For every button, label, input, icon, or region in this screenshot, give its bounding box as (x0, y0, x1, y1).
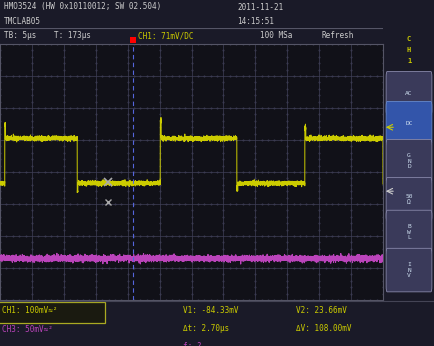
Text: 1: 1 (406, 58, 410, 64)
FancyBboxPatch shape (385, 72, 431, 115)
Text: DC: DC (404, 121, 412, 126)
Text: f: ?: f: ? (182, 342, 201, 346)
FancyBboxPatch shape (385, 248, 431, 292)
FancyBboxPatch shape (385, 177, 431, 221)
Text: C: C (406, 36, 410, 42)
Text: G
N
D: G N D (406, 153, 410, 169)
Text: CH1: 71mV/DC: CH1: 71mV/DC (138, 31, 193, 40)
Text: TB: 5μs: TB: 5μs (4, 31, 36, 40)
Text: T: 173μs: T: 173μs (53, 31, 90, 40)
FancyBboxPatch shape (385, 139, 431, 183)
Text: TMCLAB05: TMCLAB05 (4, 17, 41, 26)
Text: B
W
L: B W L (406, 224, 410, 240)
Text: Δt: 2.70μs: Δt: 2.70μs (182, 324, 228, 333)
Text: AC: AC (404, 91, 412, 96)
FancyBboxPatch shape (0, 302, 105, 322)
FancyBboxPatch shape (385, 210, 431, 254)
Text: H: H (406, 47, 410, 53)
Text: ΔV: 108.00mV: ΔV: 108.00mV (295, 324, 351, 333)
Text: CH1: 100mV≈²: CH1: 100mV≈² (2, 306, 58, 315)
Text: 100 MSa: 100 MSa (260, 31, 292, 40)
Text: 2011-11-21: 2011-11-21 (237, 2, 283, 11)
FancyBboxPatch shape (385, 101, 431, 145)
Text: V2: 23.66mV: V2: 23.66mV (295, 306, 346, 315)
Text: HMO3524 (HW 0x10110012; SW 02.504): HMO3524 (HW 0x10110012; SW 02.504) (4, 2, 161, 11)
Text: CH3: 50mV≈²: CH3: 50mV≈² (2, 325, 53, 334)
Text: I
N
V: I N V (406, 262, 410, 278)
Text: V1: -84.33mV: V1: -84.33mV (182, 306, 238, 315)
Text: 50
Ω: 50 Ω (404, 194, 412, 204)
Text: Refresh: Refresh (321, 31, 353, 40)
Text: 14:15:51: 14:15:51 (237, 17, 274, 26)
